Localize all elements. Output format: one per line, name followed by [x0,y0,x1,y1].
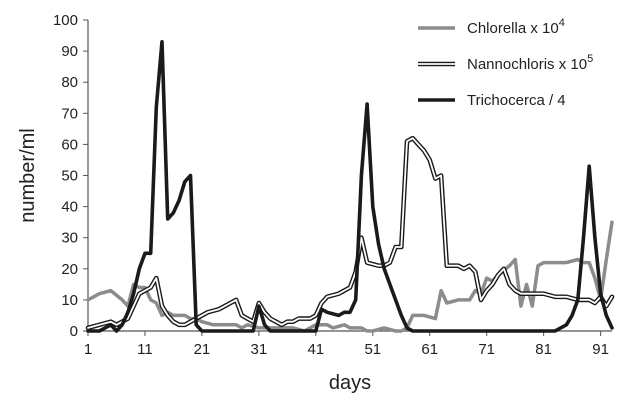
legend-label-text: Nannochloris x 10 [467,56,587,73]
legend-label-superscript: 5 [587,53,593,65]
y-tick-label: 10 [61,292,78,309]
y-ticks: 0 10 20 30 40 50 60 70 80 90 100 [53,12,88,340]
legend-item: Nannochloris x 105 [418,53,593,73]
series-layer [85,40,615,333]
legend-label-text: Chlorella x 10 [467,20,559,37]
series-2 [86,40,614,333]
x-tick-label: 1 [84,341,92,358]
x-tick-label: 71 [478,341,495,358]
legend-label: Trichocerca / 4 [467,92,566,109]
legend-item: Chlorella x 104 [418,17,565,37]
x-tick-label: 91 [592,341,609,358]
y-tick-label: 70 [61,105,78,122]
series-1-line-inner [87,137,613,329]
y-tick-label: 100 [53,12,78,29]
legend-label: Chlorella x 104 [467,17,565,37]
x-tick-label: 21 [194,341,211,358]
series-1 [85,135,615,331]
y-tick-label: 30 [61,230,78,247]
legend-label-superscript: 4 [559,17,565,29]
legend: Chlorella x 104 Nannochloris x 105 Trichoc… [418,17,593,109]
x-tick-label: 51 [364,341,381,358]
legend-item: Trichocerca / 4 [418,92,566,109]
y-tick-label: 50 [61,168,78,185]
x-tick-label: 61 [421,341,438,358]
y-tick-label: 20 [61,261,78,278]
x-tick-label: 11 [137,341,153,358]
x-tick-label: 81 [535,341,552,358]
x-ticks: 1 11 21 31 41 51 61 71 81 91 [84,331,609,358]
x-tick-label: 41 [307,341,324,358]
legend-label-text: Trichocerca / 4 [467,92,566,109]
legend-label: Nannochloris x 105 [467,53,593,73]
y-tick-label: 60 [61,136,78,153]
y-tick-label: 80 [61,74,78,91]
y-tick-label: 0 [70,323,78,340]
series-2-line [86,40,614,333]
y-axis-title: number/ml [17,128,39,222]
x-axis-title: days [329,372,371,394]
y-tick-label: 90 [61,43,78,60]
x-tick-label: 31 [251,341,268,358]
y-tick-label: 40 [61,199,78,216]
